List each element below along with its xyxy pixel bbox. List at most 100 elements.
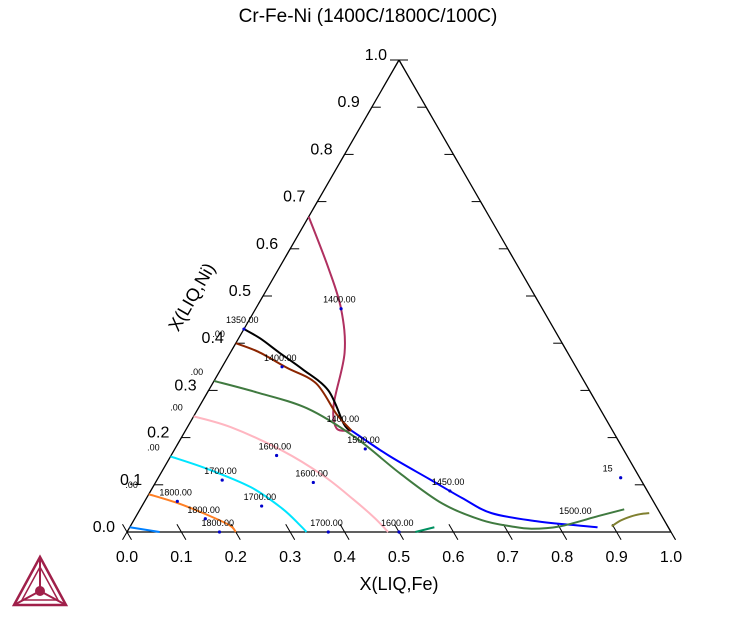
tick-bottom [289, 531, 296, 541]
tick-right [480, 201, 486, 210]
tick-left [258, 295, 264, 305]
tick-bottom [122, 523, 128, 533]
label-marker [260, 504, 264, 508]
isotherm-label: 1700.00 [244, 492, 277, 502]
axis-ticks: 0.00.0 0.1 0.1 0.2 0.2 0.3 0.3 0.4 0.4 0.5 0.5 0.6 0… [93, 47, 682, 566]
isotherm-curve-6 [193, 415, 389, 533]
tick-bottom [344, 531, 350, 541]
isotherm-label: .00 [170, 402, 183, 412]
y-tick-label: 0.4 [202, 330, 224, 347]
y-tick-label: 0.6 [256, 236, 278, 253]
tick-bottom [126, 531, 132, 541]
tick-right [425, 106, 432, 116]
isotherm-label: 1500.00 [559, 506, 592, 516]
y-tick-label: 0.3 [174, 377, 196, 394]
tick-right [534, 295, 540, 305]
label-marker [275, 453, 279, 458]
tick-left [149, 484, 155, 493]
tick-left [203, 390, 210, 399]
tick-right [507, 248, 513, 257]
y-tick-label: 0.1 [120, 472, 142, 489]
isotherm-curve-10 [415, 526, 435, 533]
x-axis-label: X(LIQ,Fe) [359, 574, 438, 594]
y-tick-label: 0.0 [93, 519, 115, 536]
x-tick-label: 0.5 [388, 549, 410, 566]
tick-right [398, 59, 404, 69]
x-tick-label: 0.1 [170, 549, 192, 566]
isotherm-curve-0 [307, 216, 352, 432]
label-marker [203, 517, 207, 521]
tick-bottom [452, 531, 459, 541]
isotherm-label: .00 [212, 329, 225, 339]
y-tick-label: 0.5 [229, 283, 251, 300]
x-tick-label: 0.2 [225, 549, 247, 566]
x-tick-label: 0.4 [333, 549, 355, 566]
label-marker [397, 530, 401, 534]
isotherm-curve-9 [129, 526, 160, 533]
tick-bottom [561, 531, 568, 541]
label-marker [339, 307, 343, 311]
isotherm-label: .00 [125, 480, 138, 490]
isotherm-label: 1450.00 [432, 477, 465, 487]
y-axis-label: X(LIQ,Ni) [164, 260, 219, 335]
tick-left [285, 248, 291, 257]
isotherm-curve-7 [170, 455, 308, 533]
tick-bottom [285, 523, 291, 533]
isotherm-label: 1400.00 [323, 295, 356, 305]
isotherm-label: 1500.00 [347, 435, 380, 445]
isotherm-label: .00 [191, 367, 204, 377]
tick-left [339, 154, 346, 163]
isotherm-label: 1800.00 [159, 487, 192, 497]
label-marker [175, 499, 179, 503]
isotherm-label: 1350.00 [226, 315, 259, 325]
y-tick-label: 0.7 [283, 189, 305, 206]
tick-left [176, 437, 182, 446]
label-marker [363, 447, 367, 451]
x-tick-label: 0.9 [605, 549, 627, 566]
x-tick-label: 0.8 [551, 549, 573, 566]
tick-right [561, 342, 568, 352]
label-marker [448, 489, 452, 493]
isotherm-curve-8 [148, 493, 237, 533]
isotherm-label: 1700.00 [204, 466, 237, 476]
chart-title: Cr-Fe-Ni (1400C/1800C/100C) [239, 6, 498, 27]
isotherm-label: 1600.00 [295, 468, 328, 478]
isotherm-label: 1600.00 [259, 442, 292, 452]
label-marker [217, 530, 222, 534]
label-marker [280, 365, 284, 369]
isotherm-label: .00 [147, 442, 160, 452]
tick-left [122, 531, 128, 541]
y-tick-label: 0.8 [310, 141, 332, 158]
tick-left [366, 106, 373, 116]
y-tick-label: 1.0 [365, 47, 387, 64]
tick-right [616, 437, 622, 446]
label-marker [619, 476, 623, 480]
label-marker [242, 327, 246, 331]
tick-right [452, 154, 459, 163]
isotherm-curve-5 [611, 512, 650, 528]
tick-bottom [180, 531, 187, 541]
tick-bottom [666, 523, 672, 533]
x-tick-label: 0.7 [497, 549, 519, 566]
tick-bottom [507, 531, 513, 541]
isotherm-label: 1400.00 [264, 353, 297, 363]
tick-bottom [616, 531, 622, 541]
tick-left [394, 59, 400, 69]
isotherm-label: 1400.00 [327, 414, 360, 424]
isotherm-curve-2 [235, 342, 353, 432]
tick-bottom [448, 523, 454, 533]
label-marker [220, 478, 224, 482]
y-tick-label: 0.2 [147, 425, 169, 442]
x-tick-label: 0.0 [116, 549, 138, 566]
tick-bottom [670, 531, 676, 541]
isotherm-curves [129, 216, 650, 533]
logo-icon [11, 554, 69, 607]
tick-right [588, 390, 595, 399]
tick-right [643, 484, 649, 493]
tick-bottom [557, 523, 563, 533]
isotherm-label: 15 [603, 464, 613, 474]
tick-bottom [176, 523, 182, 533]
isotherm-label: 1800.00 [201, 518, 234, 528]
x-tick-label: 1.0 [660, 549, 682, 566]
